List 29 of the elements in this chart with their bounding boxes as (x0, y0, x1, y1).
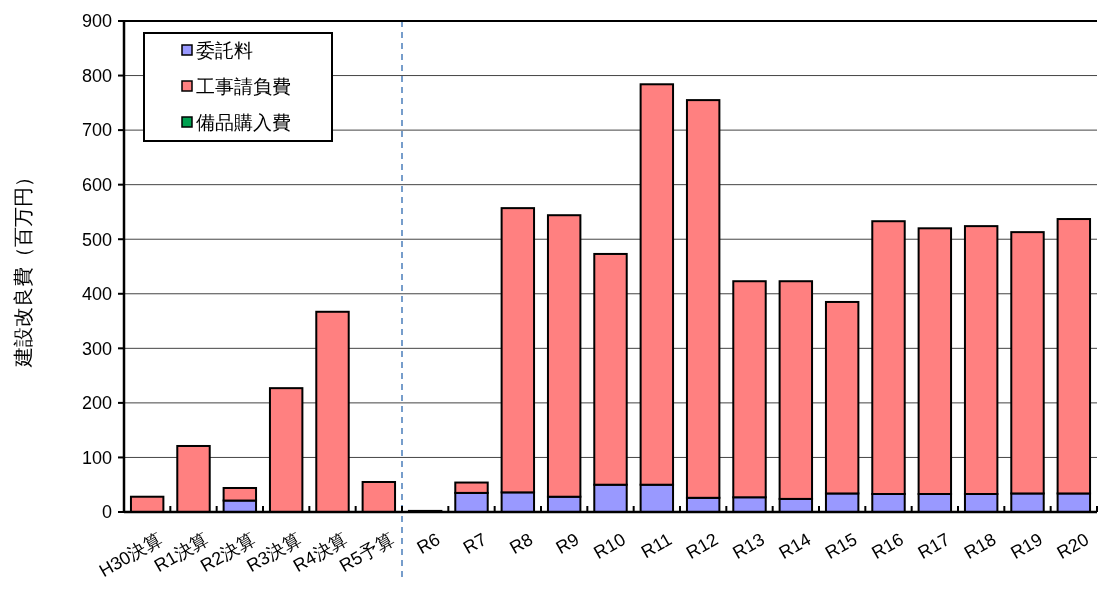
legend-label: 工事請負費 (196, 75, 291, 97)
x-tick-label: R8 (506, 529, 537, 558)
legend-label: 備品購入費 (196, 111, 291, 133)
y-tick-label: 600 (81, 174, 112, 195)
y-axis-title: 建設改良費（百万円） (12, 166, 34, 368)
x-tick-label: R20 (1053, 529, 1093, 563)
y-tick-label: 300 (81, 338, 112, 359)
x-tick-label: R13 (729, 529, 768, 563)
y-tick-label: 400 (81, 284, 112, 305)
x-tick-label: R19 (1007, 529, 1046, 563)
x-tick-label: R7 (459, 529, 490, 558)
x-tick-label: R15 (821, 529, 861, 563)
y-tick-label: 700 (81, 120, 112, 141)
x-tick-label: R17 (914, 529, 954, 563)
y-tick-label: 200 (81, 393, 112, 414)
legend-label: 委託料 (196, 39, 253, 61)
y-tick-label: 100 (81, 447, 112, 468)
y-tick-label: 900 (81, 11, 112, 32)
y-tick-label: 800 (81, 65, 112, 86)
y-tick-label: 500 (81, 229, 112, 250)
x-tick-label: R12 (682, 529, 722, 563)
x-tick-label: R10 (590, 529, 629, 563)
x-tick-label: R18 (960, 529, 1000, 563)
x-tick-label: R14 (775, 529, 815, 563)
x-tick-label: R11 (637, 529, 676, 563)
x-tick-label: R6 (413, 529, 444, 558)
x-tick-label: R9 (552, 529, 583, 558)
y-tick-label: 0 (101, 502, 112, 523)
x-tick-label: R16 (868, 529, 907, 563)
